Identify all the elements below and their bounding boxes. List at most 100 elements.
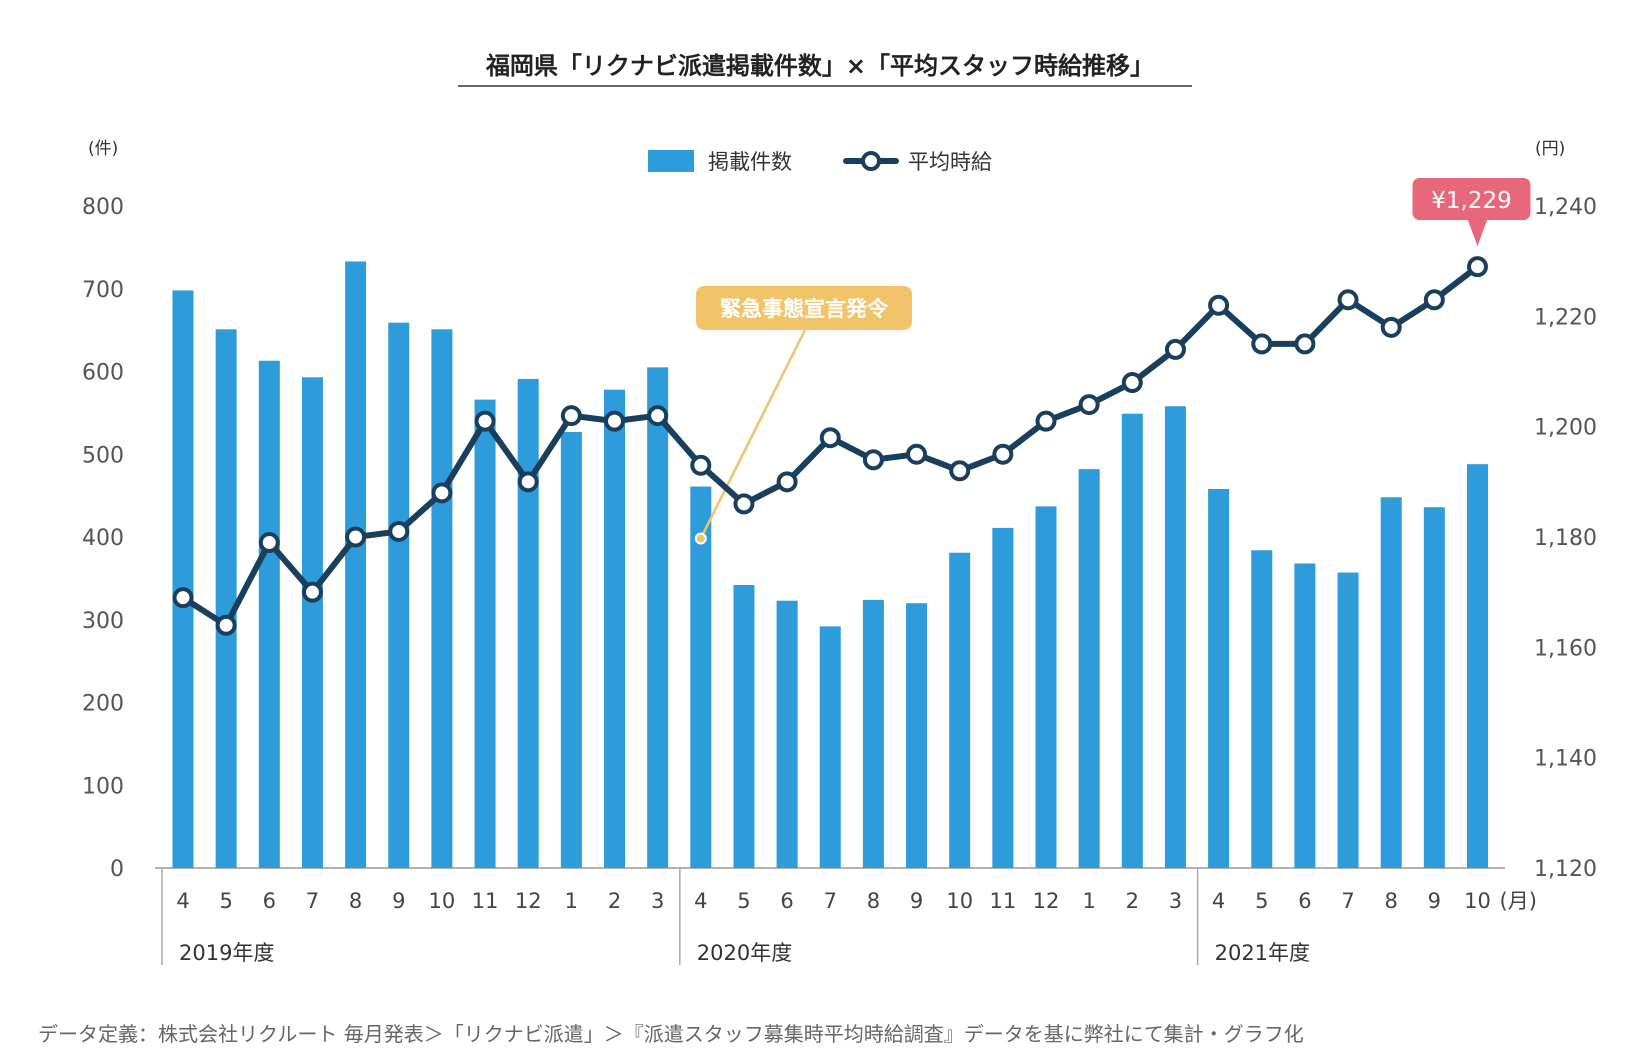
bar (1337, 572, 1359, 868)
bar-series (172, 261, 1488, 868)
right-axis-tick: 1,140 (1534, 747, 1597, 772)
bar (1251, 550, 1273, 868)
x-tick-label: 4 (694, 889, 707, 913)
line-point (1294, 333, 1316, 355)
bar (819, 626, 841, 868)
annotation-emergency: 緊急事態宣言発令 (694, 286, 912, 545)
left-axis-tick: 700 (82, 278, 124, 303)
right-axis-tick: 1,240 (1534, 195, 1597, 220)
legend-line-label: 平均時給 (908, 150, 992, 174)
x-tick-label: 10 (429, 889, 456, 913)
right-axis-tick: 1,120 (1534, 857, 1597, 882)
axes: 0 100 200 300 400 500 600 700 800 1,120 1,140 1,160… (82, 195, 1597, 882)
x-tick-label: 7 (306, 889, 319, 913)
bar (1208, 489, 1230, 868)
legend-line-marker (861, 151, 881, 171)
bar (517, 378, 539, 868)
bar (431, 329, 453, 868)
line-point (301, 581, 323, 603)
annotation-text: 緊急事態宣言発令 (720, 297, 889, 321)
line-point (431, 482, 453, 504)
line-point (517, 471, 539, 493)
x-tick-label: 5 (219, 889, 232, 913)
line-point (949, 460, 971, 482)
x-tick-label: 1 (565, 889, 578, 913)
line-point (1164, 338, 1186, 360)
bar (949, 552, 971, 868)
bar (690, 486, 712, 868)
bar (215, 329, 237, 868)
bar (992, 527, 1014, 868)
last-value-pointer (1467, 219, 1488, 246)
line-point (1251, 333, 1273, 355)
annotation-last-value: ¥1,229 (1412, 178, 1531, 246)
right-axis-tick: 1,180 (1534, 526, 1597, 551)
x-tick-label: 8 (1385, 889, 1398, 913)
annotation-leader-line (699, 329, 807, 540)
x-tick-label: 5 (737, 889, 750, 913)
x-tick-label: 10 (946, 889, 973, 913)
left-axis-tick: 100 (82, 774, 124, 799)
line-point (1337, 289, 1359, 311)
line-point (604, 410, 625, 432)
line-point (1467, 256, 1488, 278)
line-point (1208, 294, 1230, 316)
line-point (992, 443, 1014, 465)
line-point (258, 532, 280, 554)
x-tick-label: 9 (392, 889, 405, 913)
x-tick-label: 5 (1255, 889, 1268, 913)
bar (733, 584, 755, 868)
bar (906, 603, 928, 868)
left-axis-tick: 200 (82, 692, 124, 717)
x-tick-label: 6 (1298, 889, 1311, 913)
line-point (1423, 289, 1445, 311)
x-tick-label: 9 (1428, 889, 1441, 913)
right-axis-tick: 1,220 (1534, 305, 1597, 330)
x-tick-label: 6 (780, 889, 793, 913)
line-point (690, 454, 712, 476)
x-tick-label: 1 (1082, 889, 1095, 913)
bar (474, 399, 496, 868)
bar (862, 599, 884, 868)
legend-bar-label: 掲載件数 (708, 150, 792, 174)
x-tick-label: 10 (1464, 889, 1491, 913)
x-tick-label: 9 (910, 889, 923, 913)
legend-bar-swatch (648, 150, 694, 172)
x-tick-label: 4 (176, 889, 189, 913)
line-point (862, 449, 884, 471)
annotation-dot (694, 532, 707, 545)
fiscal-year-label: 2020年度 (697, 941, 792, 965)
right-axis-tick: 1,160 (1534, 636, 1597, 661)
x-tick-label: 7 (1341, 889, 1354, 913)
left-axis-tick: 500 (82, 443, 124, 468)
x-tick-label: 3 (651, 889, 664, 913)
left-axis-tick: 400 (82, 526, 124, 551)
x-tick-label: 11 (472, 889, 499, 913)
line-point (345, 526, 367, 548)
x-tick-label: 7 (824, 889, 837, 913)
left-axis-tick: 0 (110, 857, 124, 882)
x-axis-unit: (月) (1500, 889, 1537, 913)
fiscal-year-label: 2019年度 (179, 941, 274, 965)
line-point (1078, 394, 1100, 416)
bar (1294, 563, 1316, 868)
x-tick-label: 12 (1033, 889, 1060, 913)
line-point (474, 410, 496, 432)
x-tick-label: 11 (989, 889, 1016, 913)
line-point (388, 520, 410, 542)
x-tick-label: 4 (1212, 889, 1225, 913)
fiscal-year-label: 2021年度 (1215, 941, 1310, 965)
bar (1078, 469, 1100, 868)
line-point (1035, 410, 1057, 432)
last-value-text: ¥1,229 (1431, 188, 1511, 214)
line-series (172, 256, 1488, 636)
left-axis-unit: (件) (88, 139, 118, 159)
legend: 掲載件数 平均時給 (648, 150, 992, 174)
left-axis-tick: 600 (82, 361, 124, 386)
bar (604, 389, 625, 868)
line-point (1121, 372, 1143, 394)
line-point (215, 614, 237, 636)
right-axis-tick: 1,200 (1534, 416, 1597, 441)
line-point (733, 493, 755, 515)
